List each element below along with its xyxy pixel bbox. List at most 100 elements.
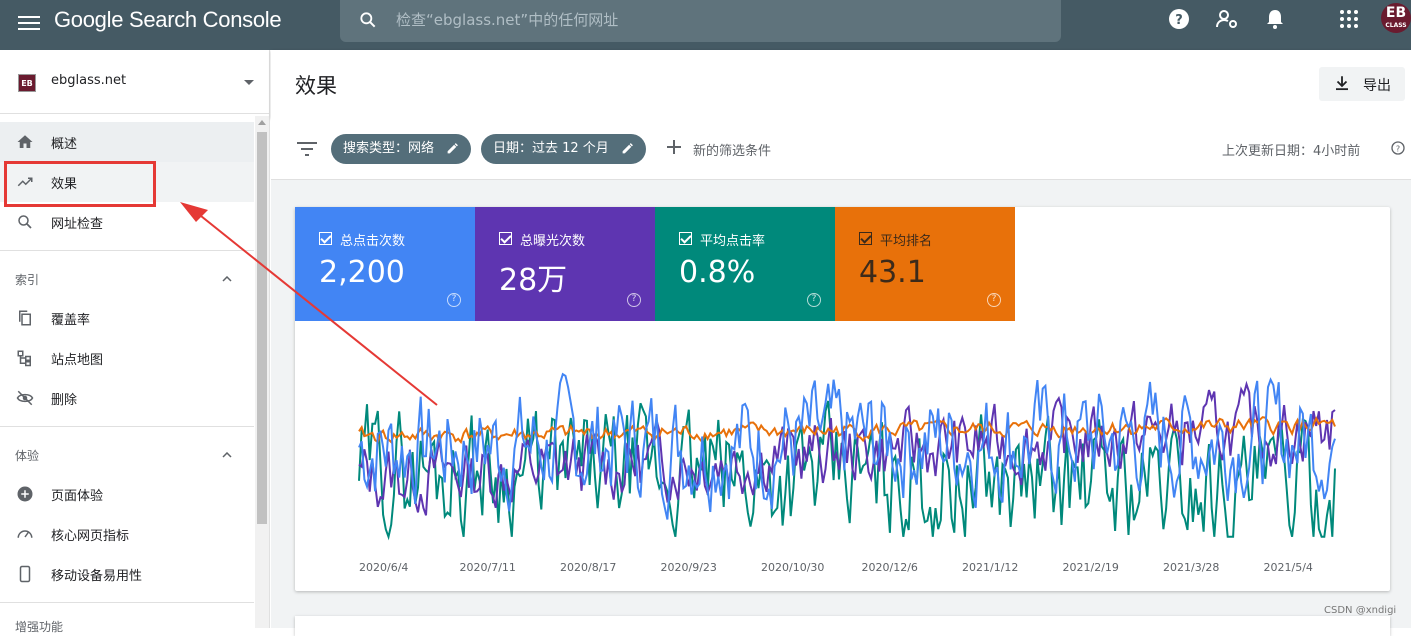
help-icon[interactable]: ? — [447, 293, 461, 307]
section-title-index: 索引 — [15, 273, 40, 287]
checkbox-icon[interactable] — [319, 232, 332, 245]
notifications-icon[interactable] — [1263, 7, 1287, 31]
sidebar-scrollbar[interactable] — [255, 116, 269, 628]
metric-label: 平均点击率 — [700, 234, 766, 249]
search-input[interactable] — [396, 9, 1016, 31]
page-title: 效果 — [295, 74, 337, 98]
chevron-up-icon[interactable] — [222, 452, 232, 458]
metric-average-position[interactable]: 平均排名 43.1 ? — [835, 207, 1015, 321]
chevron-up-icon[interactable] — [222, 276, 232, 282]
avatar-text: EB — [1385, 5, 1407, 21]
property-logo: EB — [18, 74, 36, 92]
metric-value: 2,200 — [319, 255, 405, 290]
manage-accounts-icon[interactable] — [1215, 7, 1239, 31]
sidebar-item-core-web-vitals[interactable]: 核心网页指标 — [0, 514, 254, 554]
series-line-2[interactable] — [358, 400, 1336, 541]
series-line-1[interactable] — [358, 380, 1336, 516]
scroll-thumb[interactable] — [257, 132, 267, 524]
section-title-enhancements: 增强功能 — [15, 620, 64, 634]
performance-card: 总点击次数 2,200 ? 总曝光次数 28万 ? 平均点击率 0.8% ? 平… — [295, 207, 1390, 591]
metric-label: 总曝光次数 — [520, 234, 586, 249]
queries-card — [295, 616, 1390, 636]
sidebar-item-performance[interactable]: 效果 — [0, 162, 254, 202]
help-icon[interactable]: ? — [627, 293, 641, 307]
annotation-highlight-box — [4, 161, 156, 207]
sidebar-item-label: 移动设备易用性 — [51, 569, 143, 584]
url-inspect-search[interactable] — [340, 0, 1061, 42]
chevron-down-icon — [244, 80, 254, 85]
visibility-off-icon — [16, 390, 34, 406]
home-icon — [17, 135, 33, 148]
help-icon[interactable]: ? — [987, 293, 1001, 307]
add-filter-button[interactable]: 新的筛选条件 — [693, 144, 772, 159]
sidebar-item-page-experience[interactable]: 页面体验 — [0, 474, 254, 514]
sidebar: EB ebglass.net 概述 效果 网址检查 索引 覆盖率 站点地图 删除… — [0, 50, 270, 628]
add-circle-icon — [17, 486, 33, 502]
metric-average-ctr[interactable]: 平均点击率 0.8% ? — [655, 207, 835, 321]
export-label: 导出 — [1363, 78, 1391, 94]
help-icon[interactable]: ? — [807, 293, 821, 307]
checkbox-icon[interactable] — [859, 232, 872, 245]
sidebar-item-label: 删除 — [51, 393, 78, 408]
account-avatar[interactable]: EB CLASS — [1381, 3, 1411, 33]
property-selector[interactable]: EB ebglass.net — [0, 50, 270, 114]
checkbox-icon[interactable] — [499, 232, 512, 245]
metric-value: 0.8% — [679, 255, 756, 290]
x-tick-label: 2020/9/23 — [661, 561, 717, 574]
x-tick-label: 2020/10/30 — [761, 561, 824, 574]
sidebar-item-label: 网址检查 — [51, 217, 104, 232]
sidebar-item-label: 效果 — [51, 177, 78, 192]
speed-icon — [17, 530, 33, 538]
metric-value: 43.1 — [859, 255, 926, 290]
checkbox-icon[interactable] — [679, 232, 692, 245]
help-outline-icon[interactable]: ? — [1390, 140, 1406, 156]
x-tick-label: 2021/3/28 — [1163, 561, 1219, 574]
export-button[interactable]: 导出 — [1319, 67, 1405, 101]
copy-icon — [19, 310, 31, 326]
sidebar-item-label: 覆盖率 — [51, 313, 91, 328]
x-tick-label: 2021/5/4 — [1264, 561, 1313, 574]
download-icon — [1336, 76, 1348, 91]
svg-text:?: ? — [1396, 144, 1400, 153]
sitemap-icon — [17, 350, 31, 367]
apps-grid-icon[interactable] — [1337, 7, 1361, 31]
metric-total-clicks[interactable]: 总点击次数 2,200 ? — [295, 207, 475, 321]
sidebar-divider — [0, 602, 254, 603]
last-update-text: 上次更新日期：4小时前 — [1222, 144, 1361, 159]
search-icon — [18, 215, 32, 229]
filter-bar: 搜索类型：网络 日期：过去 12 个月 新的筛选条件 上次更新日期：4小时前 ? — [271, 118, 1411, 180]
scroll-up-arrow-icon[interactable] — [258, 120, 266, 125]
add-icon[interactable] — [665, 138, 683, 156]
edit-icon — [447, 143, 459, 154]
sidebar-item-label: 站点地图 — [51, 353, 104, 368]
sidebar-item-url-inspection[interactable]: 网址检查 — [0, 202, 254, 242]
filter-chip-search-type[interactable]: 搜索类型：网络 — [331, 134, 472, 164]
search-icon — [360, 12, 376, 28]
x-tick-label: 2020/7/11 — [460, 561, 516, 574]
sidebar-item-mobile-usability[interactable]: 移动设备易用性 — [0, 554, 254, 594]
metric-total-impressions[interactable]: 总曝光次数 28万 ? — [475, 207, 655, 321]
page-header: 效果 导出 — [271, 50, 1411, 118]
svg-text:?: ? — [1175, 13, 1183, 28]
filter-chip-date[interactable]: 日期：过去 12 个月 — [481, 134, 646, 164]
help-icon[interactable]: ? — [1167, 7, 1191, 31]
x-tick-label: 2020/12/6 — [862, 561, 918, 574]
series-line-0[interactable] — [358, 372, 1336, 520]
app-logo[interactable]: Google Search Console — [54, 7, 282, 32]
sidebar-item-removals[interactable]: 删除 — [0, 378, 254, 418]
main-content: 效果 导出 搜索类型：网络 日期：过去 12 个月 新的筛选条件 上次更新日期：… — [271, 50, 1411, 636]
filter-icon[interactable] — [297, 142, 317, 156]
sidebar-item-overview[interactable]: 概述 — [0, 122, 254, 162]
performance-chart[interactable]: 2020/6/4 2020/7/11 2020/8/17 2020/9/23 2020/… — [295, 321, 1390, 591]
menu-icon[interactable] — [18, 12, 40, 34]
sidebar-divider — [0, 250, 254, 251]
watermark: CSDN @xndigi — [1324, 605, 1397, 616]
sidebar-item-coverage[interactable]: 覆盖率 — [0, 298, 254, 338]
metric-label: 平均排名 — [880, 234, 933, 249]
phone-icon — [19, 565, 31, 583]
chip-label: 日期：过去 12 个月 — [493, 141, 609, 156]
sidebar-item-sitemaps[interactable]: 站点地图 — [0, 338, 254, 378]
sidebar-item-label: 页面体验 — [51, 489, 104, 504]
top-app-bar: Google Search Console ? EB CLASS — [0, 0, 1411, 50]
property-name: ebglass.net — [51, 73, 127, 88]
